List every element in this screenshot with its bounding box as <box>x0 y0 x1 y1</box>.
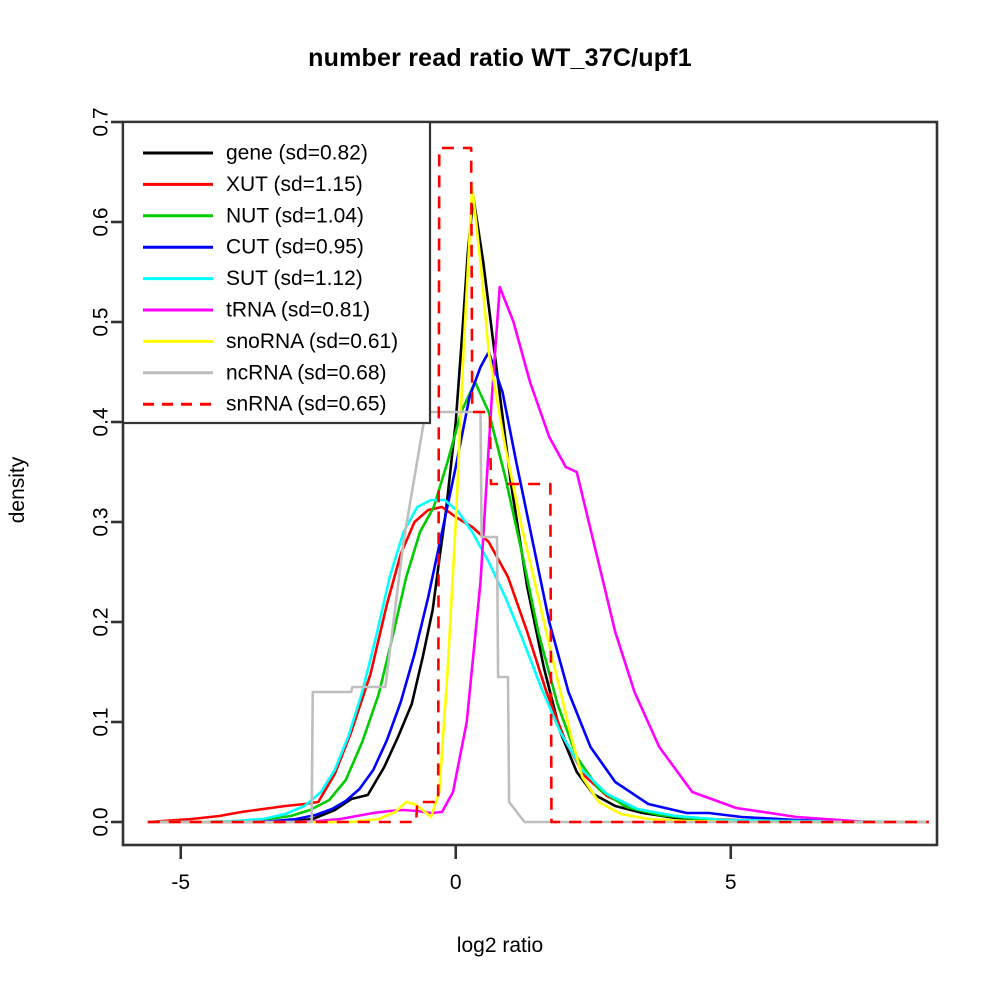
x-axis-tick-label: -5 <box>171 871 190 894</box>
x-axis-tick-label: 0 <box>450 871 462 894</box>
legend-label-trna: tRNA (sd=0.81) <box>226 299 370 322</box>
axes-group: 0.0 0.1 0.2 0.3 0.4 0.5 0.6 0.7 -5 0 5 <box>90 107 939 894</box>
page-title: number read ratio WT_37C/upf1 <box>308 44 692 72</box>
series-line-trna <box>147 285 929 824</box>
legend-label-sut: SUT (sd=1.12) <box>226 267 363 290</box>
legend-label-snorna: snoRNA (sd=0.61) <box>226 330 398 353</box>
y-axis-tick-label: 0.5 <box>90 307 113 336</box>
y-axis-tick-label: 0.4 <box>90 407 113 437</box>
series-line-cut <box>147 350 929 824</box>
series-line-xut <box>147 505 929 824</box>
x-axis-tick-label: 5 <box>725 871 737 894</box>
x-axis-label: log2 ratio <box>456 934 544 957</box>
plot-frame <box>121 120 939 847</box>
legend-label-snrna: snRNA (sd=0.65) <box>226 393 387 416</box>
series-line-snorna <box>147 185 929 824</box>
legend-label-nut: NUT (sd=1.04) <box>226 204 364 227</box>
series-line-sut <box>147 498 929 824</box>
legend-label-ncrna: ncRNA (sd=0.68) <box>226 361 387 384</box>
y-axis-tick-label: 0.7 <box>90 107 113 136</box>
series-line-ncrna <box>147 410 929 824</box>
legend-label-gene: gene (sd=0.82) <box>226 142 368 165</box>
y-axis-tick-label: 0.3 <box>90 507 113 536</box>
legend-box <box>121 120 432 425</box>
series-line-gene <box>147 195 929 824</box>
y-axis-tick-label: 0.2 <box>90 607 113 636</box>
y-axis-tick-label: 0.0 <box>90 807 113 836</box>
legend-label-cut: CUT (sd=0.95) <box>226 236 364 259</box>
legend-label-xut: XUT (sd=1.15) <box>226 173 363 196</box>
y-axis-tick-label: 0.1 <box>90 707 113 736</box>
y-axis-tick-label: 0.6 <box>90 207 113 236</box>
series-line-nut <box>147 380 929 824</box>
legend-group: gene (sd=0.82) XUT (sd=1.15) NUT (sd=1.04)… <box>121 120 432 425</box>
